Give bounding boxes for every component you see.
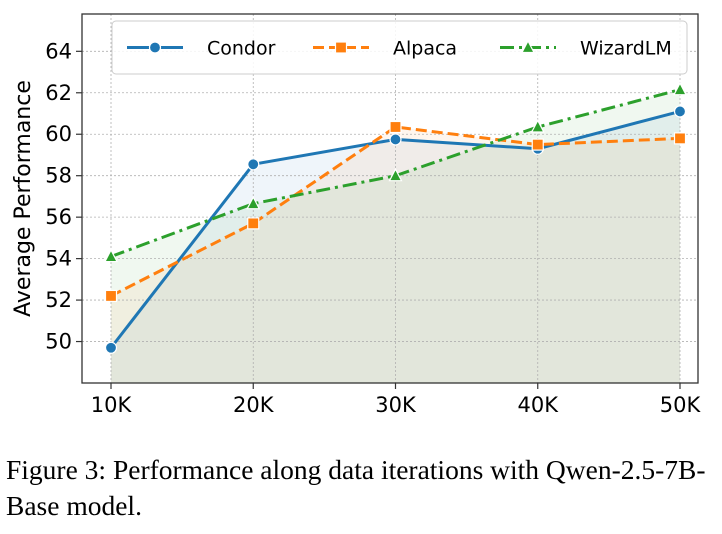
x-tick-label: 50K: [660, 393, 702, 417]
y-axis-label: Average Performance: [11, 80, 36, 317]
data-point-wizardlm: [246, 195, 261, 210]
legend-marker-condor: [148, 41, 162, 54]
legend-label-alpaca: Alpaca: [393, 38, 457, 60]
series-lines: [104, 81, 687, 354]
x-tick-label: 10K: [91, 393, 133, 417]
data-point-condor: [247, 158, 260, 171]
line-chart: 50 52 54 56 58 60 62 64 10K 20K 30K 40K 50K Average…: [11, 13, 702, 417]
data-point-condor: [389, 133, 402, 146]
y-tick-label: 64: [45, 39, 72, 63]
y-tick-label: 54: [45, 247, 72, 271]
x-axis-ticks: 10K 20K 30K 40K 50K: [91, 383, 702, 417]
data-point-alpaca: [104, 289, 118, 303]
legend-marker-alpaca: [334, 41, 348, 54]
x-tick-label: 20K: [233, 393, 275, 417]
legend-box: [111, 20, 688, 75]
data-point-wizardlm: [104, 248, 118, 263]
series-wizardlm: [104, 81, 687, 263]
legend: Condor Alpaca WizardLM: [111, 20, 688, 75]
legend-entry-condor: Condor: [127, 38, 276, 60]
data-point-alpaca: [247, 217, 260, 230]
grid-lines: [82, 14, 698, 383]
legend-label-condor: Condor: [207, 38, 276, 60]
figure-caption: Figure 3: Performance along data iterati…: [6, 454, 706, 521]
y-tick-label: 58: [45, 164, 72, 188]
data-point-alpaca: [531, 138, 544, 151]
data-point-wizardlm: [388, 167, 403, 182]
data-point-alpaca: [389, 120, 402, 134]
y-tick-label: 50: [45, 330, 72, 354]
x-tick-label: 30K: [375, 393, 417, 417]
y-tick-label: 52: [45, 288, 72, 312]
legend-entry-alpaca: Alpaca: [313, 38, 457, 60]
legend-entry-wizardlm: WizardLM: [500, 38, 672, 60]
data-point-condor: [104, 341, 118, 354]
data-point-alpaca: [673, 132, 687, 145]
data-point-wizardlm: [673, 81, 687, 96]
y-tick-label: 56: [45, 205, 72, 229]
y-tick-label: 62: [45, 81, 72, 105]
y-axis-ticks: 50 52 54 56 58 60 62 64: [45, 39, 82, 354]
series-line-wizardlm: [110, 88, 681, 258]
series-line-alpaca: [110, 125, 681, 298]
data-point-condor: [673, 105, 687, 118]
plot-frame: [81, 13, 699, 384]
series-alpaca: [104, 120, 687, 303]
data-point-wizardlm: [530, 119, 545, 133]
legend-marker-wizardlm: [521, 39, 535, 54]
y-tick-label: 60: [45, 122, 72, 146]
legend-label-wizardlm: WizardLM: [580, 38, 672, 60]
x-tick-label: 40K: [518, 393, 560, 417]
